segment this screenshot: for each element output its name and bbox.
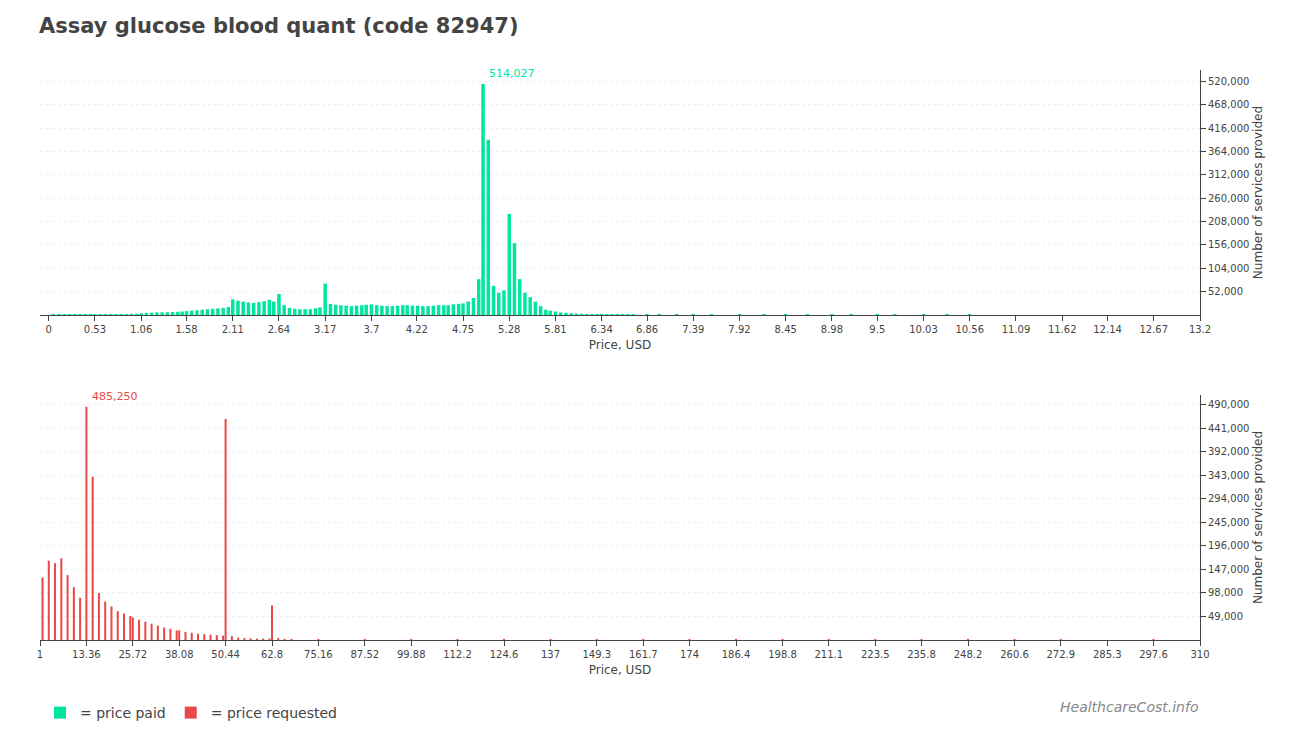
svg-text:98,000: 98,000 bbox=[1208, 587, 1243, 598]
svg-text:112.2: 112.2 bbox=[443, 649, 472, 660]
svg-text:297.6: 297.6 bbox=[1139, 649, 1168, 660]
svg-text:1.06: 1.06 bbox=[130, 324, 152, 335]
svg-text:1: 1 bbox=[37, 649, 43, 660]
svg-text:4.75: 4.75 bbox=[452, 324, 474, 335]
svg-text:156,000: 156,000 bbox=[1208, 239, 1249, 250]
svg-text:Number of services provided: Number of services provided bbox=[1251, 106, 1265, 279]
svg-text:9.5: 9.5 bbox=[869, 324, 885, 335]
svg-text:485,250: 485,250 bbox=[92, 390, 138, 403]
svg-text:11.09: 11.09 bbox=[1002, 324, 1031, 335]
svg-text:62.8: 62.8 bbox=[261, 649, 283, 660]
svg-text:248.2: 248.2 bbox=[954, 649, 983, 660]
svg-text:343,000: 343,000 bbox=[1208, 470, 1249, 481]
svg-text:4.22: 4.22 bbox=[406, 324, 428, 335]
svg-text:87.52: 87.52 bbox=[350, 649, 379, 660]
svg-text:2.64: 2.64 bbox=[268, 324, 290, 335]
svg-text:0.53: 0.53 bbox=[84, 324, 106, 335]
svg-text:7.92: 7.92 bbox=[728, 324, 750, 335]
svg-text:12.67: 12.67 bbox=[1139, 324, 1168, 335]
svg-text:0: 0 bbox=[46, 324, 52, 335]
svg-text:5.28: 5.28 bbox=[498, 324, 520, 335]
svg-text:285.3: 285.3 bbox=[1093, 649, 1122, 660]
svg-text:99.88: 99.88 bbox=[397, 649, 426, 660]
svg-text:Number of services provided: Number of services provided bbox=[1251, 431, 1265, 604]
svg-text:520,000: 520,000 bbox=[1208, 76, 1249, 87]
svg-text:50.44: 50.44 bbox=[211, 649, 240, 660]
svg-text:441,000: 441,000 bbox=[1208, 423, 1249, 434]
svg-text:260,000: 260,000 bbox=[1208, 193, 1249, 204]
svg-text:245,000: 245,000 bbox=[1208, 517, 1249, 528]
svg-text:208,000: 208,000 bbox=[1208, 216, 1249, 227]
svg-text:124.6: 124.6 bbox=[490, 649, 519, 660]
svg-text:8.45: 8.45 bbox=[775, 324, 797, 335]
svg-text:Assay glucose blood quant (cod: Assay glucose blood quant (code 82947) bbox=[39, 14, 518, 38]
svg-text:10.03: 10.03 bbox=[909, 324, 938, 335]
svg-text:38.08: 38.08 bbox=[165, 649, 194, 660]
svg-text:2.11: 2.11 bbox=[222, 324, 244, 335]
svg-text:186.4: 186.4 bbox=[722, 649, 751, 660]
svg-text:310: 310 bbox=[1190, 649, 1209, 660]
svg-text:= price paid: = price paid bbox=[80, 705, 166, 721]
svg-text:468,000: 468,000 bbox=[1208, 99, 1249, 110]
svg-text:13.2: 13.2 bbox=[1189, 324, 1211, 335]
svg-text:312,000: 312,000 bbox=[1208, 169, 1249, 180]
svg-text:75.16: 75.16 bbox=[304, 649, 333, 660]
svg-text:104,000: 104,000 bbox=[1208, 263, 1249, 274]
svg-text:235.8: 235.8 bbox=[907, 649, 936, 660]
svg-text:490,000: 490,000 bbox=[1208, 399, 1249, 410]
svg-text:174: 174 bbox=[680, 649, 699, 660]
svg-text:514,027: 514,027 bbox=[489, 67, 535, 80]
svg-text:1.58: 1.58 bbox=[175, 324, 197, 335]
svg-text:10.56: 10.56 bbox=[955, 324, 984, 335]
svg-text:196,000: 196,000 bbox=[1208, 540, 1249, 551]
svg-text:272.9: 272.9 bbox=[1046, 649, 1075, 660]
svg-text:Price, USD: Price, USD bbox=[589, 663, 652, 677]
svg-text:3.17: 3.17 bbox=[314, 324, 336, 335]
svg-text:260.6: 260.6 bbox=[1000, 649, 1029, 660]
svg-text:149.3: 149.3 bbox=[582, 649, 611, 660]
svg-text:416,000: 416,000 bbox=[1208, 123, 1249, 134]
svg-text:49,000: 49,000 bbox=[1208, 611, 1243, 622]
svg-text:198.8: 198.8 bbox=[768, 649, 797, 660]
svg-text:364,000: 364,000 bbox=[1208, 146, 1249, 157]
svg-text:HealthcareCost.info: HealthcareCost.info bbox=[1060, 699, 1198, 715]
svg-text:3.7: 3.7 bbox=[363, 324, 379, 335]
svg-text:223.5: 223.5 bbox=[861, 649, 890, 660]
svg-text:137: 137 bbox=[541, 649, 560, 660]
svg-text:6.34: 6.34 bbox=[591, 324, 613, 335]
svg-text:7.39: 7.39 bbox=[682, 324, 704, 335]
svg-text:147,000: 147,000 bbox=[1208, 564, 1249, 575]
svg-text:13.36: 13.36 bbox=[72, 649, 101, 660]
svg-text:211.1: 211.1 bbox=[814, 649, 843, 660]
svg-text:25.72: 25.72 bbox=[118, 649, 147, 660]
svg-text:11.62: 11.62 bbox=[1048, 324, 1077, 335]
svg-text:12.14: 12.14 bbox=[1093, 324, 1122, 335]
svg-text:5.81: 5.81 bbox=[544, 324, 566, 335]
svg-text:52,000: 52,000 bbox=[1208, 286, 1243, 297]
svg-text:6.86: 6.86 bbox=[636, 324, 658, 335]
svg-text:161.7: 161.7 bbox=[629, 649, 658, 660]
svg-text:= price requested: = price requested bbox=[211, 705, 337, 721]
svg-text:8.98: 8.98 bbox=[821, 324, 843, 335]
svg-text:392,000: 392,000 bbox=[1208, 446, 1249, 457]
svg-text:Price, USD: Price, USD bbox=[589, 338, 652, 352]
svg-text:294,000: 294,000 bbox=[1208, 493, 1249, 504]
